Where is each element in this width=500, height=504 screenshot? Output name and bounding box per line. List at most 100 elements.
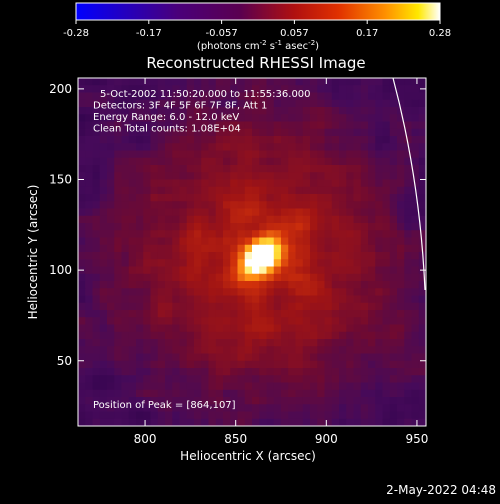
heatmap-cell <box>310 237 318 246</box>
heatmap-cell <box>157 85 166 94</box>
heatmap-cell <box>194 302 202 311</box>
heatmap-cell <box>78 172 86 181</box>
heatmap-cell <box>310 346 318 355</box>
heatmap-cell <box>107 223 115 231</box>
heatmap-cell <box>208 107 217 115</box>
heatmap-cell <box>201 230 210 239</box>
heatmap-cell <box>121 382 130 391</box>
heatmap-cell <box>208 324 217 333</box>
heatmap-cell <box>353 317 362 326</box>
heatmap-cell <box>317 266 326 275</box>
heatmap-cell <box>273 288 282 297</box>
heatmap-cell <box>266 107 275 115</box>
heatmap-cell <box>128 266 137 275</box>
heatmap-cell <box>324 411 333 420</box>
heatmap-cell <box>186 331 195 340</box>
heatmap-cell <box>136 99 144 108</box>
heatmap-cell <box>310 273 318 282</box>
heatmap-cell <box>208 360 217 369</box>
heatmap-cell <box>172 353 181 362</box>
heatmap-cell <box>186 259 195 268</box>
heatmap-cell <box>143 353 152 362</box>
heatmap-cell <box>295 165 304 173</box>
heatmap-cell <box>85 85 94 94</box>
heatmap-cell <box>186 165 195 173</box>
heatmap-cell <box>165 331 173 340</box>
heatmap-cell <box>150 165 159 173</box>
heatmap-cell <box>237 339 246 347</box>
heatmap-cell <box>78 273 86 282</box>
heatmap-cell <box>244 339 253 347</box>
heatmap-cell <box>179 353 188 362</box>
heatmap-cell <box>85 165 94 173</box>
heatmap-cell <box>295 346 304 355</box>
heatmap-cell <box>244 78 253 86</box>
heatmap-cell <box>157 281 166 289</box>
heatmap-cell <box>150 194 159 202</box>
heatmap-cell <box>339 150 347 159</box>
heatmap-cell <box>273 317 282 326</box>
solar-limb-curve <box>392 78 426 291</box>
heatmap-cell <box>317 237 326 246</box>
heatmap-cell <box>107 252 115 260</box>
heatmap-cell <box>317 404 326 413</box>
heatmap-cell <box>281 172 289 181</box>
heatmap-cell <box>136 179 144 188</box>
heatmap-cell <box>346 223 355 231</box>
heatmap-cell <box>310 114 318 123</box>
heatmap-cell <box>201 215 210 224</box>
heatmap-cell <box>121 114 130 123</box>
heatmap-cell <box>360 346 369 355</box>
heatmap-cell <box>418 317 426 326</box>
heatmap-cell <box>186 411 195 420</box>
heatmap-cell <box>310 389 318 398</box>
heatmap-cell <box>360 339 369 347</box>
heatmap-cell <box>411 397 420 405</box>
heatmap-cell <box>317 165 326 173</box>
heatmap-cell <box>295 302 304 311</box>
heatmap-cell <box>172 186 181 195</box>
heatmap-cell <box>302 121 311 130</box>
heatmap-cell <box>208 85 217 94</box>
heatmap-cell <box>114 194 123 202</box>
heatmap-cell <box>244 172 253 181</box>
heatmap-cell <box>165 172 173 181</box>
heatmap-cell <box>179 288 188 297</box>
heatmap-cell <box>92 266 101 275</box>
heatmap-cell <box>114 266 123 275</box>
heatmap-cell <box>128 404 137 413</box>
heatmap-cell <box>317 186 326 195</box>
heatmap-cell <box>375 389 384 398</box>
heatmap-cell <box>418 302 426 311</box>
heatmap-cell <box>404 186 413 195</box>
heatmap-cell <box>397 114 405 123</box>
heatmap-cell <box>266 281 275 289</box>
heatmap-cell <box>411 157 420 166</box>
heatmap-cell <box>404 157 413 166</box>
heatmap-cell <box>266 194 275 202</box>
heatmap-cell <box>288 273 297 282</box>
heatmap-cell <box>266 295 275 304</box>
heatmap-cell <box>389 186 398 195</box>
heatmap-cell <box>114 404 123 413</box>
heatmap-cell <box>230 259 239 268</box>
heatmap-cell <box>331 346 340 355</box>
heatmap-cell <box>288 317 297 326</box>
heatmap-cell <box>418 143 426 152</box>
heatmap-cell <box>107 85 115 94</box>
heatmap-cell <box>310 288 318 297</box>
heatmap-cell <box>281 121 289 130</box>
heatmap-cell <box>172 382 181 391</box>
heatmap-cell <box>368 223 376 231</box>
heatmap-cell <box>99 165 108 173</box>
heatmap-cell <box>360 230 369 239</box>
heatmap-cell <box>302 281 311 289</box>
colorbar-tick-label: 0.28 <box>429 28 451 39</box>
heatmap-cell <box>78 310 86 318</box>
heatmap-cell <box>201 302 210 311</box>
heatmap-cell <box>418 165 426 173</box>
heatmap-cell <box>324 78 333 86</box>
heatmap-cell <box>201 411 210 420</box>
heatmap-cell <box>317 114 326 123</box>
heatmap-cell <box>375 172 384 181</box>
